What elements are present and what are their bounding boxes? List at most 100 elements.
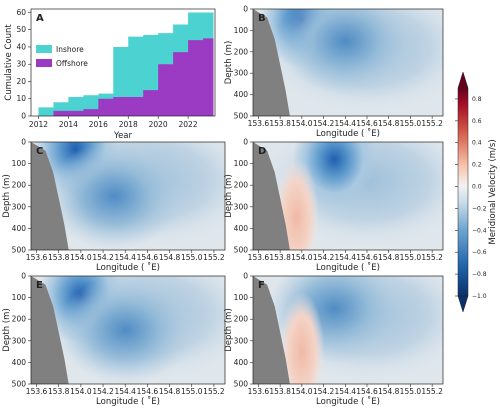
y-tick-label: 200 [12,181,27,190]
x-tick-label: 2016 [89,120,108,129]
plot-frame [252,8,444,117]
y-tick-label: 200 [12,315,27,324]
y-tick-label: 40 [16,42,26,51]
y-tick-label: 0 [243,138,248,147]
x-tick-label: 154.4 [335,253,357,262]
panel-letter: F [258,280,265,291]
panel-C: 153.6 153.8 154.0 154.2 154.4 154.6 154.8 155.0… [2,138,226,273]
plot-frame [252,141,444,251]
x-tick-label: 154.0 [70,387,92,396]
y-tick-label: 500 [12,380,27,389]
x-tick-label: 154.0 [291,253,313,262]
legend-label-inshore: Inshore [56,45,84,54]
y-tick-label: 300 [234,336,249,345]
plot-frame [30,8,216,117]
x-tick-label: 2018 [119,120,138,129]
colorbar-bar [457,87,469,297]
panel-B: 153.6 153.8 154.0 154.2 154.4 154.6 154.8 155.0… [224,5,444,139]
plot-frame [252,275,444,385]
velocity-feature [46,142,183,250]
legend-label-offshore: Offshore [56,59,88,68]
x-tick-label: 154.4 [114,387,136,396]
x-tick-label: 154.4 [114,253,136,262]
y-tick-label: 400 [234,224,249,233]
x-tick-label: 155.0 [181,253,203,262]
panel-letter: D [258,146,266,157]
y-tick-label: 0 [243,5,248,14]
bathymetry-mask [31,142,69,250]
x-tick-label: 153.6 [26,253,48,262]
colorbar-tick-label: −0.4 [472,227,487,234]
panel-A: 2012 2014 2016 2018 2020 2022 0 10 20 30 40 50 60 Yea… [4,8,216,141]
plot-frame [30,275,226,385]
panel-F: 153.6 153.8 154.0 154.2 154.4 154.6 154.8 155.0… [224,272,444,407]
colorbar-tick-label: −1.0 [472,293,487,300]
colorbar-label: Meridional Velocity (m/s) [488,139,498,244]
x-tick-label: 2012 [29,120,48,129]
colorbar-top-extend [457,71,469,89]
x-tick-label: 154.4 [335,387,357,396]
x-tick-label: 154.4 [335,119,357,128]
colorbar-tick-label: −0.6 [472,249,487,256]
x-tick-label: 154.2 [313,119,335,128]
y-tick-label: 50 [16,25,26,34]
x-tick-label: 154.6 [137,253,159,262]
section-field [31,142,225,250]
y-tick-label: 60 [16,8,26,17]
x-tick-label: 154.2 [92,387,114,396]
bathymetry-mask [253,276,290,384]
panel-letter: E [36,280,43,291]
x-tick-label: 153.8 [269,119,291,128]
y-axis-label: Depth (m) [224,308,234,352]
x-tick-label: 154.2 [92,253,114,262]
x-tick-label: 154.8 [378,387,400,396]
x-tick-label: 153.8 [48,387,70,396]
x-axis-label: Longitude ( ˚E) [316,396,380,407]
velocity-feature [279,292,325,384]
x-tick-label: 154.6 [356,387,378,396]
y-tick-label: 30 [16,60,26,69]
x-tick-label: 154.0 [70,253,92,262]
x-tick-label: 2022 [179,120,198,129]
x-tick-label: 154.2 [313,253,335,262]
x-tick-label: 153.6 [248,387,270,396]
x-tick-label: 155.2 [421,253,443,262]
bathymetry-mask [31,276,69,384]
x-tick-label: 155.0 [181,387,203,396]
y-tick-label: 100 [234,293,249,302]
colorbar-tick-label: −0.2 [472,205,487,212]
x-tick-label: 154.6 [137,387,159,396]
area-series-offshore [38,38,214,116]
x-tick-label: 2020 [149,120,168,129]
x-tick-label: 154.2 [313,387,335,396]
x-tick-label: 155.2 [421,387,443,396]
x-tick-label: 153.8 [48,253,70,262]
y-tick-label: 300 [12,202,27,211]
y-axis-label: Depth (m) [224,174,234,218]
x-axis-label: Year [113,131,133,141]
y-tick-label: 500 [12,246,27,255]
x-axis-label: Longitude ( ˚E) [96,262,160,273]
section-field [31,276,225,384]
y-tick-label: 0 [21,272,26,281]
y-tick-label: 0 [21,138,26,147]
colorbar-tick-label: 0.6 [472,118,482,125]
panel-letter: C [36,146,43,157]
velocity-feature [278,9,412,95]
legend: Inshore Offshore [36,45,88,68]
x-tick-label: 155.2 [421,119,443,128]
x-axis-label: Longitude ( ˚E) [96,396,160,407]
y-tick-label: 400 [234,358,249,367]
x-tick-label: 154.0 [291,387,313,396]
colorbar-tick-label: 0.2 [472,162,482,169]
panel-letter: B [258,13,266,24]
colorbar-tick-label: 0.8 [472,96,482,103]
y-tick-label: 300 [234,69,249,78]
plot-frame [30,141,226,251]
x-tick-label: 154.6 [356,253,378,262]
y-tick-label: 20 [16,77,26,86]
section-field [253,276,443,384]
y-axis-label: Depth (m) [2,308,12,352]
x-tick-label: 154.8 [378,253,400,262]
